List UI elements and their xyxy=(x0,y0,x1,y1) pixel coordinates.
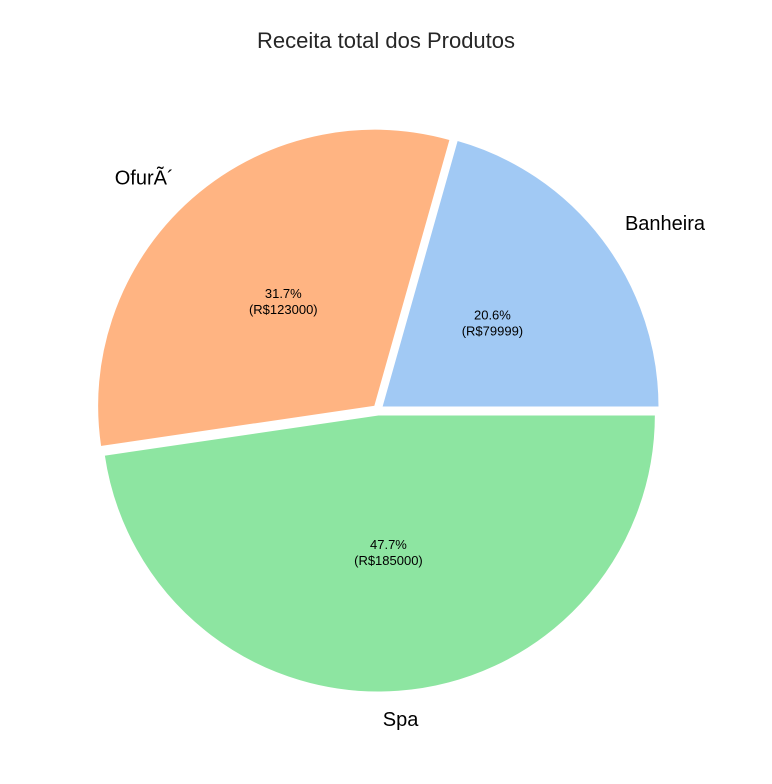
pie-percent-label-ofura: 31.7% xyxy=(265,286,302,301)
pie-percent-label-banheira: 20.6% xyxy=(474,307,511,322)
pie-category-label-banheira: Banheira xyxy=(625,213,706,235)
pie-category-label-ofura: OfurÃ´ xyxy=(115,165,174,189)
pie-value-label-ofura: (R$123000) xyxy=(249,302,318,317)
pie-category-label-spa: Spa xyxy=(383,709,419,731)
pie-value-label-spa: (R$185000) xyxy=(354,553,423,568)
pie-value-label-banheira: (R$79999) xyxy=(462,323,523,338)
pie-percent-label-spa: 47.7% xyxy=(370,537,407,552)
